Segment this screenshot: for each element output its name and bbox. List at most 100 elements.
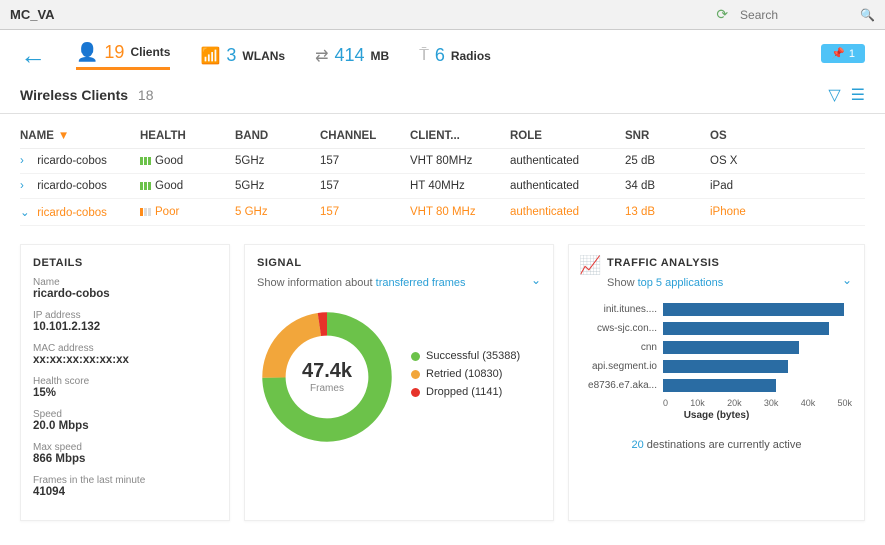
- legend-label: Successful (35388): [426, 350, 520, 362]
- stat-wlans-value: 3: [226, 45, 236, 66]
- pinned-pill[interactable]: 📌 1: [821, 44, 865, 63]
- bar-row: cws-sjc.con...: [581, 322, 852, 335]
- stat-clients-label: Clients: [130, 45, 170, 59]
- band-cell: 5GHz: [235, 155, 320, 167]
- stat-radios[interactable]: ⍑ 6 Radios: [419, 45, 491, 66]
- search-input[interactable]: [736, 4, 856, 26]
- traffic-panel: 📈 TRAFFIC ANALYSIS Show top 5 applicatio…: [568, 244, 865, 521]
- table-body: › ricardo-cobos Good5GHz157VHT 80MHzauth…: [20, 149, 865, 226]
- signal-subtext-link[interactable]: transferred frames: [376, 277, 466, 289]
- detail-label: MAC address: [33, 343, 217, 354]
- snr-cell: 13 dB: [625, 206, 710, 218]
- health-cell: Good: [140, 180, 235, 192]
- filter-icon[interactable]: ▽: [828, 85, 840, 105]
- bar-track: [663, 360, 852, 373]
- sort-icon: ▼: [58, 130, 69, 142]
- columns-icon[interactable]: ☰: [851, 85, 865, 105]
- bar-label: init.itunes....: [581, 304, 657, 315]
- section-count: 18: [138, 87, 154, 103]
- th-snr[interactable]: SNR: [625, 130, 710, 142]
- expand-icon[interactable]: ⌄: [20, 205, 34, 219]
- chevron-down-icon[interactable]: ⌄: [531, 273, 541, 287]
- client-cell: VHT 80 MHz: [410, 206, 510, 218]
- donut-wrap: 47.4k Frames Successful (35388)Retried (…: [257, 307, 541, 447]
- detail-item: IP address10.101.2.132: [33, 310, 217, 333]
- transfer-icon: ⇄: [315, 46, 328, 66]
- chart-icon: 📈: [579, 255, 601, 276]
- health-cell: Poor: [140, 206, 235, 218]
- clients-icon: 👤: [76, 42, 98, 63]
- snr-cell: 25 dB: [625, 155, 710, 167]
- expand-icon[interactable]: ›: [20, 155, 34, 167]
- bar-row: cnn: [581, 341, 852, 354]
- bar-fill: [663, 360, 788, 373]
- bar-track: [663, 322, 852, 335]
- axis-tick: 30k: [764, 398, 779, 408]
- detail-value: 20.0 Mbps: [33, 420, 217, 432]
- refresh-icon[interactable]: ⟳: [716, 6, 728, 23]
- antenna-icon: ⍑: [419, 47, 429, 65]
- traffic-axis: 010k20k30k40k50k: [663, 398, 852, 408]
- traffic-subtext-link[interactable]: top 5 applications: [638, 277, 724, 289]
- detail-label: Speed: [33, 409, 217, 420]
- donut-chart: 47.4k Frames: [257, 307, 397, 447]
- bar-label: cnn: [581, 342, 657, 353]
- section-title-text: Wireless Clients: [20, 87, 128, 103]
- traffic-subtext-prefix: Show: [607, 277, 638, 289]
- signal-subtext: Show information about transferred frame…: [257, 277, 541, 289]
- bar-label: cws-sjc.con...: [581, 323, 657, 334]
- bar-track: [663, 303, 852, 316]
- traffic-footer-count: 20: [632, 439, 644, 451]
- traffic-title: TRAFFIC ANALYSIS: [607, 257, 852, 269]
- details-panel: DETAILS Namericardo-cobosIP address10.10…: [20, 244, 230, 521]
- table-row[interactable]: › ricardo-cobos Good5GHz157VHT 80MHzauth…: [20, 149, 865, 174]
- pin-icon: 📌: [831, 47, 845, 60]
- stat-radios-label: Radios: [451, 49, 491, 63]
- channel-cell: 157: [320, 206, 410, 218]
- channel-cell: 157: [320, 180, 410, 192]
- section-header: Wireless Clients 18 ▽ ☰: [0, 81, 885, 114]
- role-cell: authenticated: [510, 180, 625, 192]
- bar-fill: [663, 341, 799, 354]
- detail-value: 41094: [33, 486, 217, 498]
- th-name[interactable]: NAME▼: [20, 130, 140, 142]
- wifi-icon: 📶: [200, 46, 220, 66]
- detail-label: Max speed: [33, 442, 217, 453]
- chevron-down-icon[interactable]: ⌄: [842, 273, 852, 287]
- search-box: 🔍: [736, 4, 875, 26]
- detail-label: Name: [33, 277, 217, 288]
- th-role[interactable]: ROLE: [510, 130, 625, 142]
- topbar-right: ⟳ 🔍: [716, 4, 875, 26]
- detail-item: Health score15%: [33, 376, 217, 399]
- traffic-axis-label: Usage (bytes): [581, 410, 852, 421]
- detail-item: Frames in the last minute41094: [33, 475, 217, 498]
- th-band[interactable]: BAND: [235, 130, 320, 142]
- expand-icon[interactable]: ›: [20, 180, 34, 192]
- stat-mb[interactable]: ⇄ 414 MB: [315, 45, 389, 66]
- th-os[interactable]: OS: [710, 130, 780, 142]
- stat-mb-label: MB: [371, 49, 390, 63]
- traffic-bars: init.itunes....cws-sjc.con...cnnapi.segm…: [581, 303, 852, 392]
- table-header: NAME▼ HEALTH BAND CHANNEL CLIENT... ROLE…: [20, 124, 865, 149]
- stat-clients[interactable]: 👤 19 Clients: [76, 42, 170, 70]
- search-icon[interactable]: 🔍: [860, 8, 875, 22]
- signal-panel: SIGNAL Show information about transferre…: [244, 244, 554, 521]
- detail-value: 15%: [33, 387, 217, 399]
- donut-value: 47.4k: [302, 360, 352, 383]
- stats-row: ← 👤 19 Clients 📶 3 WLANs ⇄ 414 MB ⍑ 6 Ra…: [0, 30, 885, 81]
- traffic-footer: 20 destinations are currently active: [581, 439, 852, 451]
- app-title: MC_VA: [10, 7, 55, 22]
- signal-legend: Successful (35388)Retried (10830)Dropped…: [411, 350, 520, 404]
- axis-tick: 0: [663, 398, 668, 408]
- table-row[interactable]: ⌄ ricardo-cobos Poor5 GHz157VHT 80 MHzau…: [20, 199, 865, 226]
- table-row[interactable]: › ricardo-cobos Good5GHz157HT 40MHzauthe…: [20, 174, 865, 199]
- detail-label: IP address: [33, 310, 217, 321]
- detail-item: MAC addressxx:xx:xx:xx:xx:xx: [33, 343, 217, 366]
- topbar: MC_VA ⟳ 🔍: [0, 0, 885, 30]
- th-health[interactable]: HEALTH: [140, 130, 235, 142]
- back-arrow-icon[interactable]: ←: [20, 40, 46, 71]
- detail-value: 10.101.2.132: [33, 321, 217, 333]
- stat-wlans[interactable]: 📶 3 WLANs: [200, 45, 285, 66]
- th-channel[interactable]: CHANNEL: [320, 130, 410, 142]
- th-client[interactable]: CLIENT...: [410, 130, 510, 142]
